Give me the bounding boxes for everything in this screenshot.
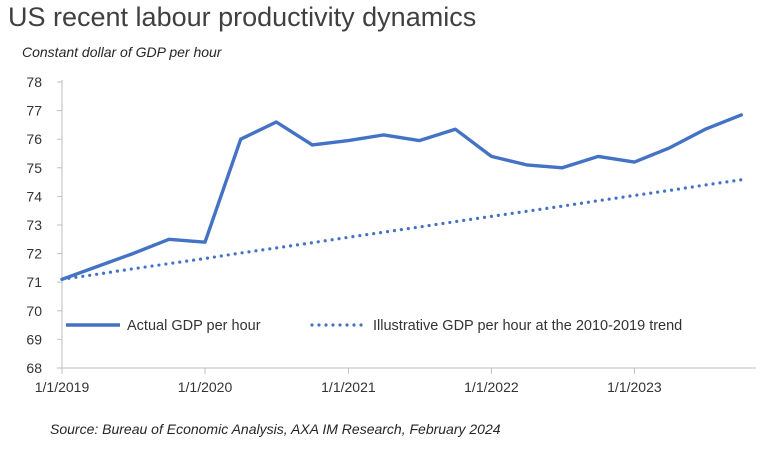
x-tick-label: 1/1/2019: [35, 379, 90, 395]
x-tick-label: 1/1/2021: [321, 379, 376, 395]
chart-source: Source: Bureau of Economic Analysis, AXA…: [50, 421, 501, 437]
y-tick-label: 75: [26, 160, 42, 176]
y-tick-label: 77: [26, 103, 42, 119]
y-tick-label: 72: [26, 246, 42, 262]
legend-label-trend: Illustrative GDP per hour at the 2010-20…: [373, 318, 682, 334]
y-tick-label: 71: [26, 274, 42, 290]
chart-title: US recent labour productivity dynamics: [8, 2, 477, 32]
x-tick-label: 1/1/2023: [607, 379, 662, 395]
y-tick-label: 73: [26, 217, 42, 233]
y-tick-label: 76: [26, 131, 42, 147]
y-tick-label: 78: [26, 74, 42, 90]
y-tick-label: 68: [26, 360, 42, 376]
series-trend-line: [60, 178, 743, 281]
y-tick-label: 69: [26, 331, 42, 347]
chart-subtitle: Constant dollar of GDP per hour: [22, 44, 222, 60]
x-tick-label: 1/1/2022: [464, 379, 519, 395]
x-tick-label: 1/1/2020: [178, 379, 233, 395]
y-tick-label: 70: [26, 303, 42, 319]
series-actual-line: [60, 113, 743, 281]
y-tick-label: 74: [26, 188, 42, 204]
legend-label-actual: Actual GDP per hour: [127, 318, 261, 334]
